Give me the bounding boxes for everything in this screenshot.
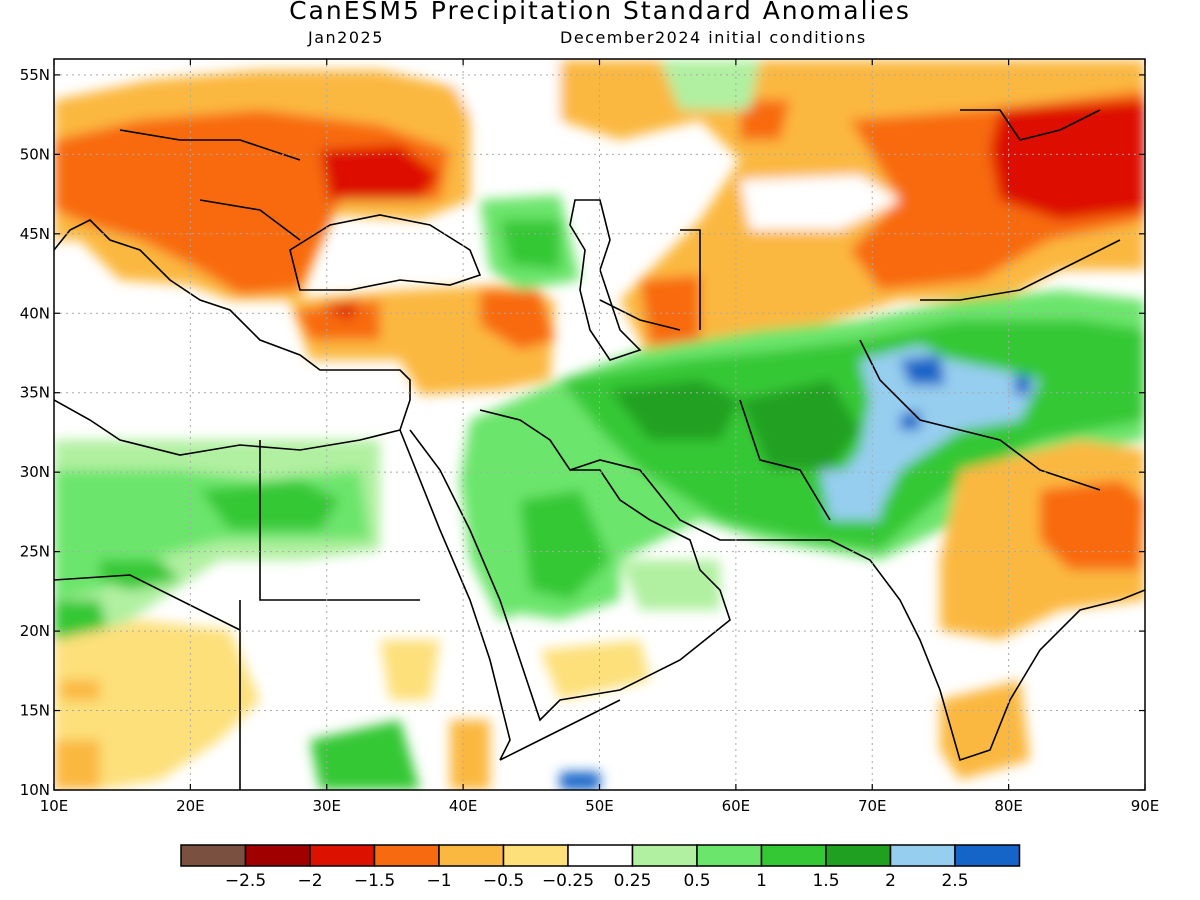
colorbar-swatch — [825, 844, 892, 867]
colorbar-swatch — [567, 844, 634, 867]
colorbar-swatch — [696, 844, 763, 867]
coastlines — [54, 109, 1145, 790]
colorbar-swatch — [760, 844, 827, 867]
axis-ticks: 10E 20E 30E 40E 50E 60E 70E 80E 90E 10N 15N 20N 25N 3… — [20, 59, 1160, 815]
lat-tick-label: 25N — [20, 543, 50, 561]
lon-tick-label: 10E — [40, 797, 69, 815]
colorbar: −2.5 −2 −1.5 −1 −0.5 −0.25 0.25 0.5 1 1.5 2 2.5 — [180, 844, 1021, 891]
lat-tick-label: 10N — [20, 781, 50, 799]
colorbar-label: 1 — [756, 871, 767, 891]
colorbar-label: 0.5 — [683, 871, 710, 891]
lat-tick-label: 15N — [20, 702, 50, 720]
lon-tick-label: 70E — [858, 797, 887, 815]
colorbar-label: −2 — [297, 871, 322, 891]
colorbar-swatch — [889, 844, 956, 867]
colorbar-label: 2.5 — [941, 871, 968, 891]
anomaly-shading — [54, 59, 1145, 790]
colorbar-swatch — [954, 844, 1021, 867]
colorbar-swatch — [244, 844, 311, 867]
lon-tick-label: 20E — [176, 797, 205, 815]
initial-conditions: December2024 initial conditions — [560, 28, 867, 47]
lon-tick-label: 90E — [1131, 797, 1160, 815]
colorbar-swatch — [309, 844, 376, 867]
lon-tick-label: 50E — [585, 797, 614, 815]
lat-tick-label: 30N — [20, 463, 50, 481]
lon-tick-label: 40E — [449, 797, 478, 815]
gridlines — [54, 59, 1145, 790]
colorbar-label: −0.25 — [542, 871, 594, 891]
colorbar-label: −1.5 — [354, 871, 395, 891]
lon-tick-label: 80E — [994, 797, 1023, 815]
colorbar-label: 2 — [885, 871, 896, 891]
lat-tick-label: 20N — [20, 622, 50, 640]
colorbar-swatch — [373, 844, 440, 867]
colorbar-label: −0.5 — [483, 871, 524, 891]
lat-tick-label: 35N — [20, 384, 50, 402]
colorbar-swatch — [180, 844, 247, 867]
lon-tick-label: 60E — [722, 797, 751, 815]
colorbar-label: 1.5 — [812, 871, 839, 891]
colorbar-swatch — [502, 844, 569, 867]
colorbar-swatch — [438, 844, 505, 867]
colorbar-label: −2.5 — [225, 871, 266, 891]
lon-tick-label: 30E — [312, 797, 341, 815]
lat-tick-label: 40N — [20, 304, 50, 322]
forecast-month: Jan2025 — [308, 28, 384, 47]
colorbar-label: 0.25 — [614, 871, 652, 891]
lat-tick-label: 45N — [20, 225, 50, 243]
map-title: CanESM5 Precipitation Standard Anomalies — [289, 0, 911, 25]
colorbar-swatch — [631, 844, 698, 867]
lat-tick-label: 50N — [20, 145, 50, 163]
colorbar-label: −1 — [426, 871, 451, 891]
lat-tick-label: 55N — [20, 66, 50, 84]
